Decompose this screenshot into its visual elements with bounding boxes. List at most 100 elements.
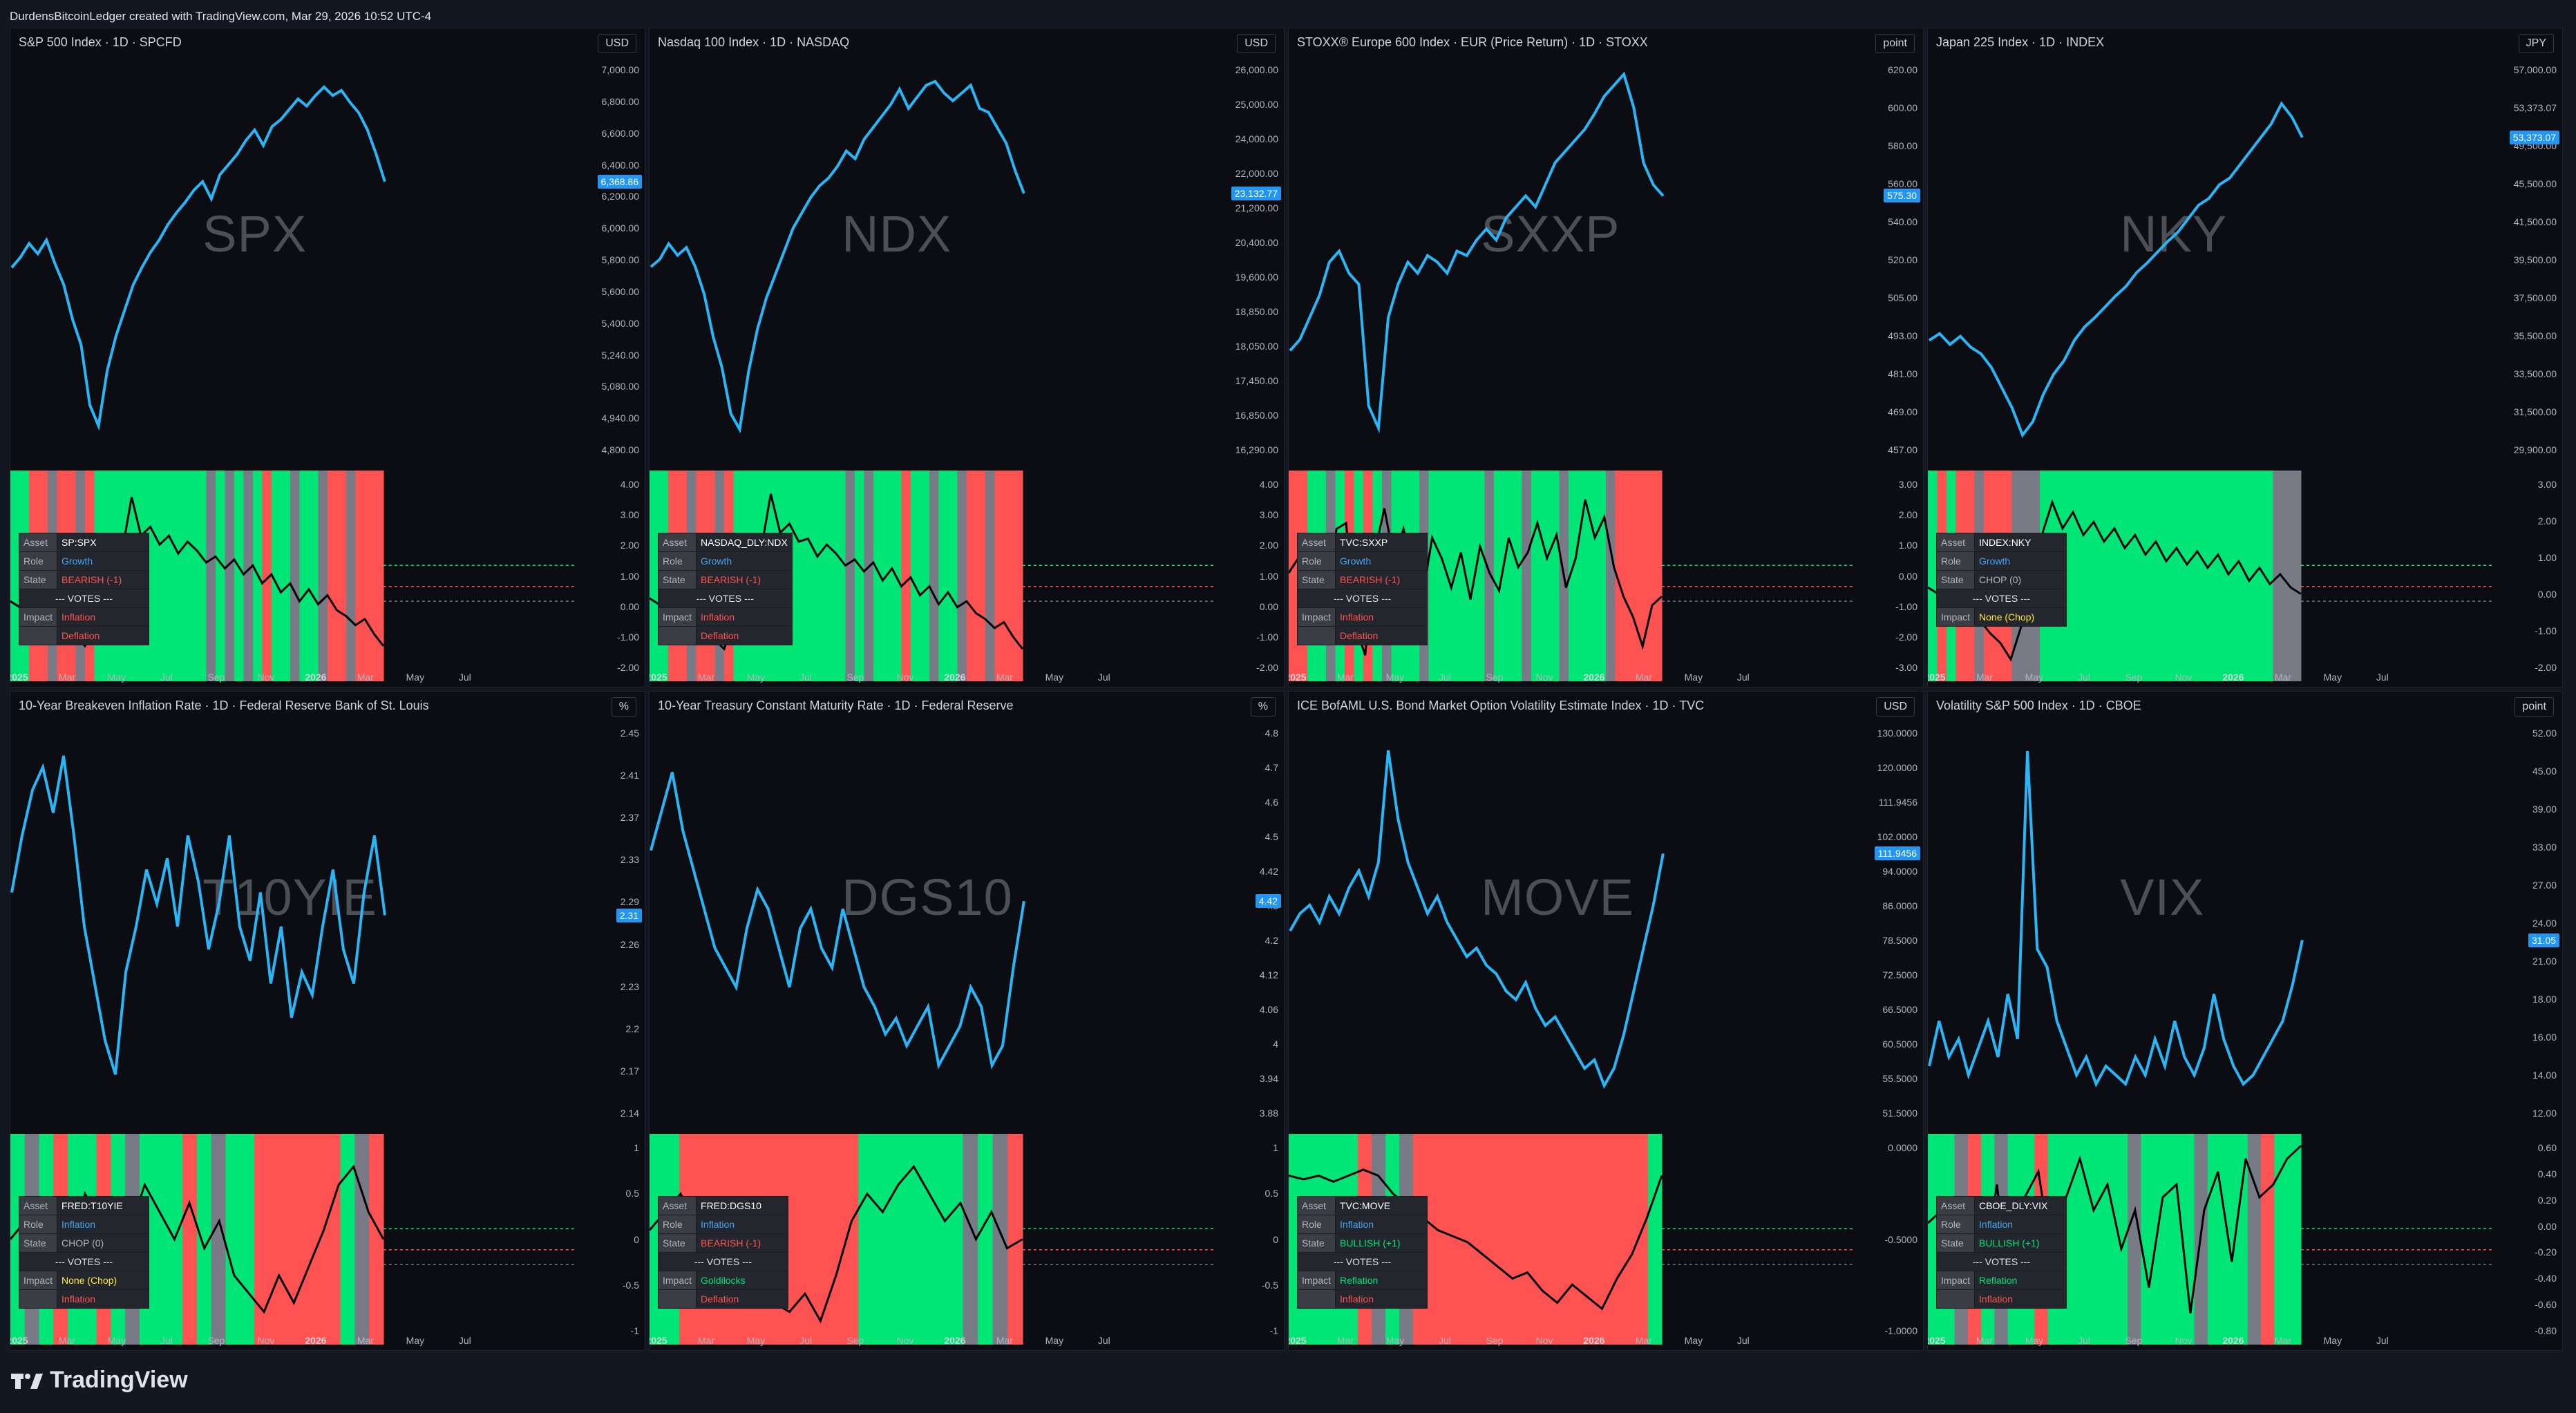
time-tick-label: Jul	[2376, 672, 2389, 683]
time-axis[interactable]: 2025 Mar May Jul Sep Nov 2026 Mar May Jul	[650, 667, 1215, 687]
panel-title: 10-Year Breakeven Inflation Rate · 1D · …	[19, 699, 429, 712]
role-key: Role	[657, 551, 697, 571]
regime-band	[903, 1134, 919, 1345]
chart-panel-vix[interactable]: Volatility S&P 500 Index · 1D · CBOE poin…	[1927, 691, 2563, 1351]
regime-band	[2067, 471, 2078, 681]
price-axis[interactable]: 620.00 600.00 580.00 560.00 540.00 520.00 505.…	[1859, 64, 1923, 471]
chart-panel-spx[interactable]: S&P 500 Index · 1D · SPCFD USD SPX 7,000.00…	[10, 28, 645, 687]
price-axis[interactable]: 26,000.00 25,000.00 24,000.00 22,000.00 21,2…	[1220, 64, 1284, 471]
time-axis[interactable]: 2025 Mar May Jul Sep Nov 2026 Mar May Jul	[10, 1331, 576, 1350]
price-line-chart[interactable]	[1289, 719, 1854, 1134]
last-price-label: 6,368.86	[597, 174, 642, 189]
oscillator-tick-label: 0.5	[625, 1188, 639, 1199]
symbol-watermark: SXXP	[1481, 205, 1620, 263]
currency-button[interactable]: %	[1250, 697, 1276, 717]
time-axis[interactable]: 2025 Mar May Jul Sep Nov 2026 Mar May Jul	[650, 1331, 1215, 1350]
regime-band	[2154, 1134, 2168, 1345]
oscillator-tick-label: -2.00	[2535, 662, 2557, 673]
price-tick-label: 35,500.00	[2513, 330, 2557, 341]
price-tick-label: 469.00	[1888, 406, 1917, 417]
panel-title: Nasdaq 100 Index · 1D · NASDAQ	[658, 35, 850, 49]
price-line-chart[interactable]	[650, 56, 1215, 471]
oscillator-axis[interactable]: 0.0000 -0.5000 -1.0000	[1859, 1142, 1923, 1336]
last-price-label: 2.31	[616, 908, 642, 922]
price-series-line	[1289, 71, 1665, 434]
chart-panel-dgs10[interactable]: 10-Year Treasury Constant Maturity Rate …	[649, 691, 1285, 1351]
regime-band	[1447, 471, 1457, 681]
chart-panel-ndx[interactable]: Nasdaq 100 Index · 1D · NASDAQ USD NDX 26,0…	[649, 28, 1285, 687]
price-line-chart[interactable]	[1289, 56, 1854, 471]
time-axis[interactable]: 2025 Mar May Jul Sep Nov 2026 Mar May Jul	[1928, 667, 2493, 687]
time-tick-label: 2026	[305, 1335, 327, 1346]
oscillator-tick-label: -0.40	[2535, 1273, 2557, 1284]
state-value: BEARISH (-1)	[57, 570, 150, 589]
currency-button[interactable]: point	[2515, 697, 2554, 717]
time-tick-label: Mar	[58, 672, 76, 683]
currency-button[interactable]: USD	[598, 34, 636, 53]
oscillator-tick-label: -2.00	[1256, 662, 1278, 673]
price-tick-label: 2.2	[625, 1023, 639, 1034]
price-tick-label: 2.37	[620, 812, 639, 824]
oscillator-axis[interactable]: 4.00 3.00 2.00 1.00 0.00 -1.00 -2.00	[1220, 479, 1284, 673]
impact-key: Impact	[657, 1271, 697, 1290]
time-axis[interactable]: 2025 Mar May Jul Sep Nov 2026 Mar May Jul	[1928, 1331, 2493, 1350]
regime-band	[1289, 471, 1299, 681]
oscillator-axis[interactable]: 3.00 2.00 1.00 0.00 -1.00 -2.00 -3.00	[1859, 479, 1923, 673]
currency-button[interactable]: USD	[1876, 697, 1915, 717]
time-tick-label: Jul	[160, 672, 173, 683]
oscillator-axis[interactable]: 1 0.5 0 -0.5 -1	[1220, 1142, 1284, 1336]
time-tick-label: 2025	[650, 672, 667, 683]
price-axis[interactable]: 2.45 2.41 2.37 2.33 2.29 2.26 2.23 2.2 2.17 2.14	[581, 728, 645, 1134]
regime-band	[254, 1134, 269, 1345]
regime-band	[2105, 471, 2115, 681]
impact-value: Goldilocks	[696, 1271, 789, 1290]
price-tick-label: 39,500.00	[2513, 254, 2557, 265]
regime-band	[933, 1134, 949, 1345]
asset-key: Asset	[1296, 533, 1336, 552]
symbol-watermark: T10YIE	[202, 869, 377, 926]
regime-legend-table: Asset TVC:MOVE Role Inflation State BULLISH (…	[1296, 1196, 1428, 1309]
time-tick-label: Mar	[697, 672, 715, 683]
price-tick-label: 37,500.00	[2513, 292, 2557, 303]
currency-button[interactable]: JPY	[2518, 34, 2554, 53]
regime-band	[1438, 471, 1448, 681]
currency-button[interactable]: point	[1875, 34, 1915, 53]
oscillator-tick-label: 0.60	[2537, 1142, 2557, 1153]
time-tick-label: May	[1045, 672, 1064, 683]
chart-panel-t10yie[interactable]: 10-Year Breakeven Inflation Rate · 1D · …	[10, 691, 645, 1351]
currency-button[interactable]: %	[611, 697, 636, 717]
state-value: BEARISH (-1)	[1335, 570, 1428, 589]
chart-panel-sxxp[interactable]: STOXX® Europe 600 Index · EUR (Price Ret…	[1288, 28, 1924, 687]
chart-panel-nky[interactable]: Japan 225 Index · 1D · INDEX JPY NKY 57,000…	[1927, 28, 2563, 687]
oscillator-axis[interactable]: 4.00 3.00 2.00 1.00 0.00 -1.00 -2.00	[581, 479, 645, 673]
oscillator-axis[interactable]: 3.00 2.00 1.00 0.00 -1.00 -2.00	[2499, 479, 2562, 673]
regime-band	[918, 1134, 934, 1345]
time-tick-label: May	[2025, 672, 2044, 683]
time-tick-label: Mar	[996, 1335, 1013, 1346]
price-line-chart[interactable]	[10, 719, 576, 1134]
regime-band	[938, 471, 949, 681]
price-tick-label: 2.29	[620, 896, 639, 908]
regime-band	[929, 471, 939, 681]
regime-oscillator[interactable]	[1289, 1134, 1854, 1345]
oscillator-axis[interactable]: 0.60 0.40 0.20 0.00 -0.20 -0.40 -0.60 -0.80	[2499, 1142, 2562, 1336]
price-axis[interactable]: 57,000.00 53,373.07 49,500.00 45,500.00 41,5…	[2499, 64, 2562, 471]
time-axis[interactable]: 2025 Mar May Jul Sep Nov 2026 Mar May Jul	[1289, 1331, 1854, 1350]
price-axis[interactable]: 130.0000 120.0000 111.9456 102.0000 94.0000 8…	[1859, 728, 1923, 1134]
price-line-chart[interactable]	[10, 56, 576, 471]
price-line-chart[interactable]	[1928, 56, 2493, 471]
regime-band	[374, 471, 384, 681]
price-axis[interactable]: 52.00 45.00 39.00 33.00 27.00 24.00 21.00 18.00…	[2499, 728, 2562, 1134]
price-axis[interactable]: 7,000.00 6,800.00 6,600.00 6,400.00 6,200.00…	[581, 64, 645, 471]
price-line-chart[interactable]	[650, 719, 1215, 1134]
time-axis[interactable]: 2025 Mar May Jul Sep Nov 2026 Mar May Jul	[1289, 667, 1854, 687]
oscillator-axis[interactable]: 1 0.5 0 -0.5 -1	[581, 1142, 645, 1336]
oscillator-tick-label: 1.00	[1259, 570, 1278, 582]
time-axis[interactable]: 2025 Mar May Jul Sep Nov 2026 Mar May Jul	[10, 667, 576, 687]
chart-panel-move[interactable]: ICE BofAML U.S. Bond Market Option Volat…	[1288, 691, 1924, 1351]
oscillator-tick-label: 1.00	[2537, 552, 2557, 563]
price-tick-label: 16,290.00	[1235, 444, 1278, 455]
price-line-chart[interactable]	[1928, 719, 2493, 1134]
currency-button[interactable]: USD	[1237, 34, 1276, 53]
